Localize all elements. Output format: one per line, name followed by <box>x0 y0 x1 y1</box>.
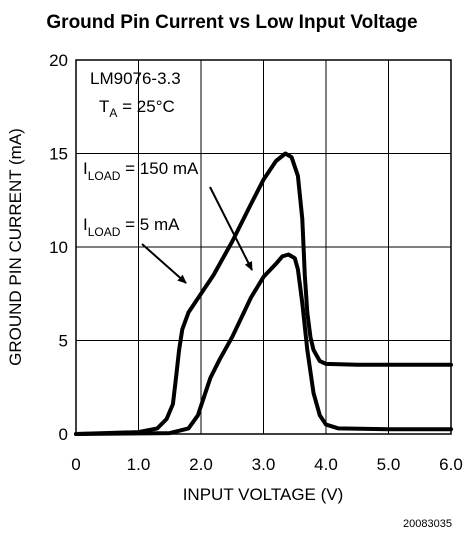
x-tick-label: 3.0 <box>252 455 276 474</box>
load-5-label: ILOAD = 5 mA <box>83 215 180 239</box>
series-line-iload-5 <box>74 252 453 436</box>
x-tick-label: 4.0 <box>314 455 338 474</box>
temp-rest: = 25°C <box>117 97 174 116</box>
load-150-sub: LOAD <box>88 169 121 183</box>
series-group <box>74 151 453 436</box>
x-tick-label: 2.0 <box>189 455 213 474</box>
load-5-main: I <box>83 215 88 234</box>
temperature-label: TA = 25°C <box>99 97 175 120</box>
y-tick-label: 15 <box>49 145 68 164</box>
temp-sub: A <box>109 106 117 120</box>
device-label: LM9076-3.3 <box>90 69 181 88</box>
y-axis-label: GROUND PIN CURRENT (mA) <box>6 128 25 366</box>
load-5-arrow <box>141 243 187 284</box>
y-tick-label: 20 <box>49 51 68 70</box>
plot-frame <box>75 59 452 435</box>
grid-lines <box>76 60 451 434</box>
chart-title: Ground Pin Current vs Low Input Voltage <box>46 12 417 33</box>
load-5-sub: LOAD <box>88 225 121 239</box>
load-150-rest: = 150 mA <box>120 159 199 178</box>
y-tick-labels: 0 5 10 15 20 <box>49 51 68 444</box>
y-tick-label: 0 <box>59 425 68 444</box>
x-tick-label: 0 <box>71 455 80 474</box>
y-tick-label: 10 <box>49 238 68 257</box>
x-tick-label: 1.0 <box>127 455 151 474</box>
x-tick-labels: 0 1.0 2.0 3.0 4.0 5.0 6.0 <box>71 455 463 474</box>
x-axis-label: INPUT VOLTAGE (V) <box>183 485 344 504</box>
load-150-arrow <box>209 186 253 271</box>
temp-main: T <box>99 97 109 116</box>
x-tick-label: 5.0 <box>377 455 401 474</box>
load-5-rest: = 5 mA <box>120 215 180 234</box>
load-150-main: I <box>83 159 88 178</box>
x-tick-label: 6.0 <box>439 455 463 474</box>
series-line-iload-150 <box>74 151 453 436</box>
load-150-label: ILOAD = 150 mA <box>83 159 199 183</box>
y-tick-label: 5 <box>59 332 68 351</box>
figure-id: 20083035 <box>403 518 452 530</box>
